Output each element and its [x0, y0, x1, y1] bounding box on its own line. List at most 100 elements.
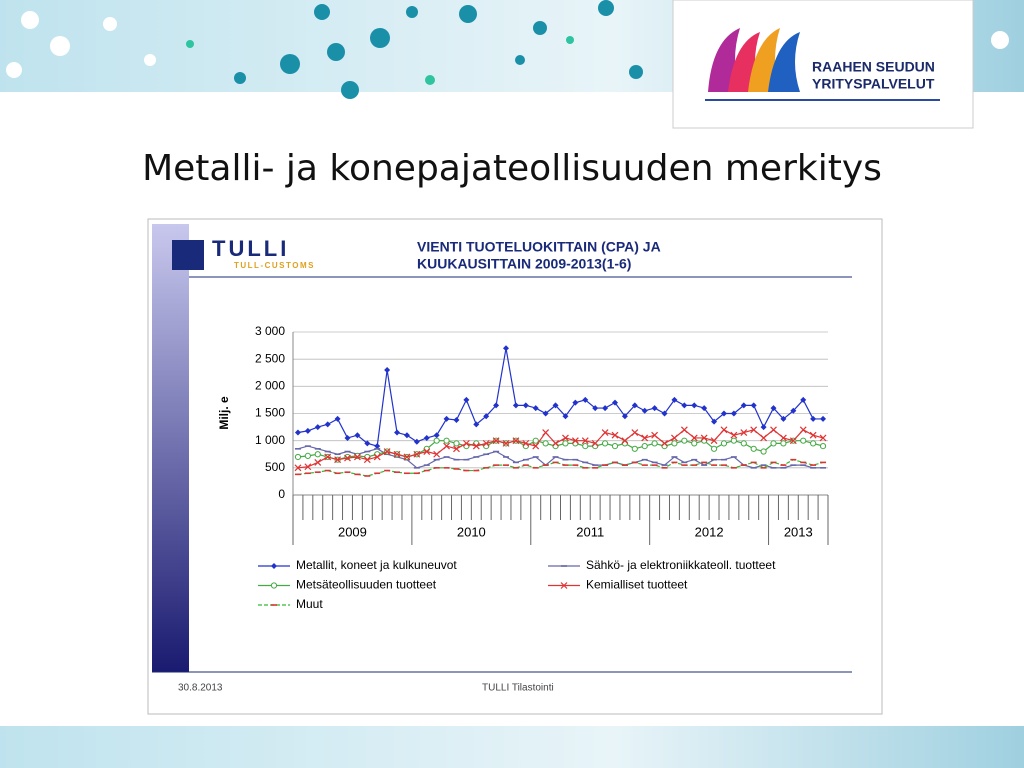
point [820, 415, 827, 422]
series-line [297, 348, 824, 447]
legend-marker [560, 582, 568, 589]
point [819, 434, 827, 442]
point [592, 443, 599, 450]
point [294, 464, 302, 472]
x-group-label: 2013 [784, 524, 813, 539]
legend-marker [271, 563, 277, 569]
point [512, 437, 520, 445]
legend-label: Sähkö- ja elektroniikkateoll. tuotteet [586, 558, 776, 572]
decor-dots [6, 0, 1009, 99]
logo-text: YRITYSPALVELUT [812, 76, 935, 92]
point [403, 453, 411, 461]
point [641, 407, 648, 414]
y-tick-label: 0 [278, 487, 285, 501]
point [750, 426, 758, 434]
point [582, 443, 589, 450]
point [671, 396, 678, 403]
point [592, 405, 599, 412]
point [750, 445, 757, 452]
point [502, 439, 510, 447]
point [651, 405, 658, 412]
point [423, 445, 430, 452]
point [314, 424, 321, 431]
point [354, 432, 361, 439]
point [522, 402, 529, 409]
point [433, 450, 441, 458]
point [304, 452, 311, 459]
point [482, 439, 490, 447]
point [780, 440, 787, 447]
point [383, 448, 391, 455]
point [760, 448, 767, 455]
point [403, 432, 410, 439]
point [730, 437, 737, 444]
point [799, 426, 807, 434]
y-tick-label: 500 [265, 460, 285, 474]
point [790, 407, 797, 414]
bottom-banner [0, 726, 1024, 768]
point [453, 445, 460, 453]
logo-text: RAAHEN SEUDUN [812, 59, 935, 75]
point [740, 440, 747, 447]
point [294, 429, 301, 436]
point [740, 429, 748, 436]
point [661, 410, 668, 417]
point [581, 437, 589, 445]
point [542, 410, 549, 417]
footer-date: 30.8.2013 [178, 683, 223, 694]
chart-title: KUUKAUSITTAIN 2009-2013(1-6) [417, 256, 631, 272]
point [562, 440, 569, 447]
point [363, 456, 371, 464]
point [294, 453, 302, 461]
point [691, 440, 698, 447]
point [433, 432, 440, 439]
point [492, 437, 500, 445]
point [344, 434, 351, 441]
point [631, 402, 638, 409]
point [552, 439, 559, 447]
point [542, 429, 550, 436]
series [294, 426, 827, 472]
point [443, 437, 450, 444]
point [701, 405, 708, 412]
point [810, 415, 817, 422]
point [443, 415, 450, 422]
point [621, 413, 628, 420]
slide-title: Metalli- ja konepajateollisuuden merkity… [142, 148, 882, 189]
point [621, 437, 629, 445]
point [711, 418, 718, 425]
point [463, 396, 470, 403]
point [681, 437, 688, 444]
chart-frame [147, 218, 883, 715]
point [453, 440, 460, 447]
point [304, 463, 312, 471]
point [740, 402, 747, 409]
point [750, 402, 757, 409]
point [503, 345, 510, 352]
legend-label: Muut [296, 597, 323, 611]
y-axis-label: Milj. e [217, 396, 231, 430]
point [680, 426, 688, 434]
y-tick-label: 1 000 [255, 433, 285, 447]
point [324, 421, 331, 428]
point [681, 402, 688, 409]
x-group-label: 2012 [695, 524, 724, 539]
point [483, 413, 490, 420]
point [601, 440, 609, 447]
x-group-label: 2011 [576, 524, 604, 539]
point [720, 410, 727, 417]
point [631, 445, 638, 452]
chart-title: VIENTI TUOTELUOKITTAIN (CPA) JA [417, 239, 661, 255]
point [443, 442, 450, 450]
point [532, 442, 540, 450]
footer-source: TULLI Tilastointi [482, 683, 554, 694]
point [413, 450, 421, 458]
point [572, 440, 579, 447]
point [423, 448, 431, 455]
point [562, 434, 569, 442]
point [334, 415, 341, 422]
point [611, 443, 619, 450]
point [710, 437, 718, 445]
logo-sails [705, 28, 940, 101]
